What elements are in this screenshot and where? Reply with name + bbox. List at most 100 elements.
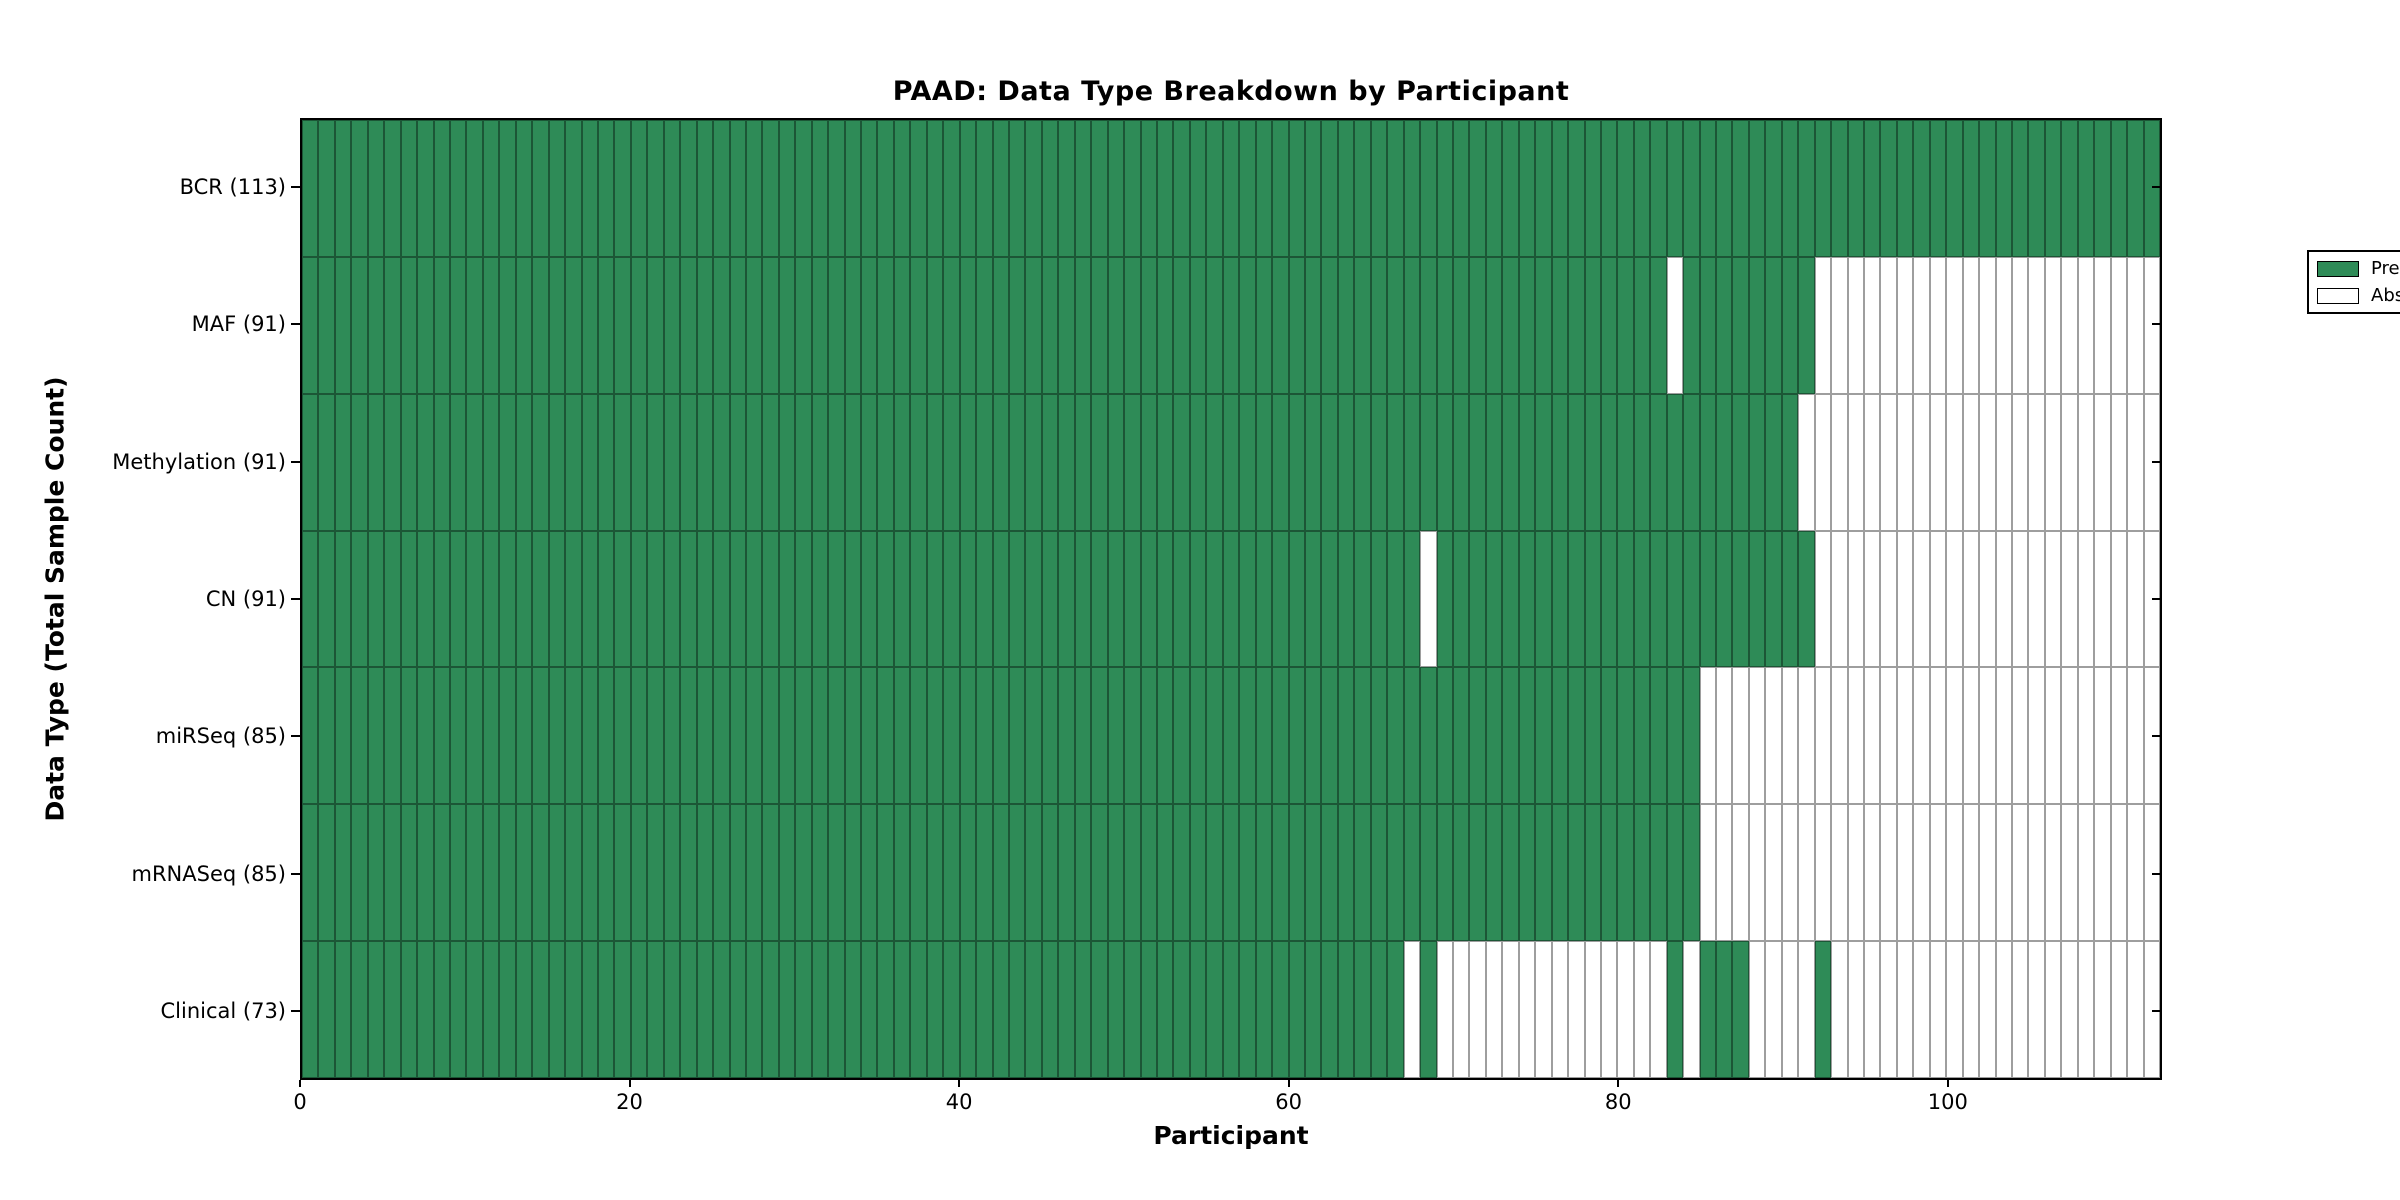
heatmap-cell bbox=[1025, 804, 1042, 942]
heatmap-cell bbox=[1124, 804, 1141, 942]
heatmap-cell bbox=[581, 256, 598, 394]
heatmap-cell bbox=[1962, 667, 1980, 805]
heatmap-cell bbox=[597, 530, 615, 668]
heatmap-cell bbox=[1748, 256, 1766, 394]
heatmap-cell bbox=[417, 256, 434, 394]
heatmap-cell bbox=[482, 804, 500, 942]
heatmap-cell bbox=[1058, 256, 1075, 394]
heatmap-cell bbox=[844, 120, 862, 257]
heatmap-cell bbox=[1551, 941, 1569, 1078]
heatmap-cell bbox=[581, 120, 598, 257]
heatmap-cell bbox=[811, 667, 829, 805]
heatmap-cell bbox=[1995, 393, 2013, 531]
heatmap-cell bbox=[1436, 941, 1453, 1078]
heatmap-cell bbox=[1387, 804, 1404, 942]
heatmap-cell bbox=[1091, 393, 1108, 531]
heatmap-cell bbox=[976, 393, 993, 531]
heatmap-cell bbox=[1124, 120, 1141, 257]
heatmap-cell bbox=[959, 941, 977, 1078]
heatmap-cell bbox=[713, 804, 730, 942]
heatmap-cell bbox=[663, 530, 681, 668]
heatmap-cell bbox=[1173, 804, 1190, 942]
heatmap-cell bbox=[565, 393, 582, 531]
heatmap-cell bbox=[302, 393, 319, 531]
heatmap-cell bbox=[1321, 941, 1338, 1078]
heatmap-cell bbox=[1403, 667, 1421, 805]
heatmap-cell bbox=[943, 393, 960, 531]
heatmap-cell bbox=[1600, 804, 1618, 942]
heatmap-cell bbox=[1946, 804, 1963, 942]
heatmap-cell bbox=[1469, 804, 1486, 942]
heatmap-cell bbox=[1304, 804, 1322, 942]
heatmap-cell bbox=[1765, 667, 1782, 805]
heatmap-cell bbox=[1946, 393, 1963, 531]
heatmap-cell bbox=[663, 804, 681, 942]
heatmap-cell bbox=[1880, 530, 1897, 668]
heatmap-cell bbox=[482, 530, 500, 668]
heatmap-cell bbox=[1913, 393, 1930, 531]
heatmap-cell bbox=[795, 530, 812, 668]
y-tick-mark bbox=[291, 185, 301, 188]
heatmap-cell bbox=[696, 804, 714, 942]
heatmap-cell bbox=[910, 256, 927, 394]
heatmap-cell bbox=[2110, 393, 2128, 531]
heatmap-cell bbox=[417, 667, 434, 805]
heatmap-cell bbox=[2127, 804, 2144, 942]
heatmap-cell bbox=[2127, 530, 2144, 668]
heatmap-cell bbox=[400, 120, 418, 257]
heatmap-cell bbox=[367, 393, 385, 531]
heatmap-cell bbox=[910, 120, 927, 257]
heatmap-cell bbox=[2094, 393, 2111, 531]
heatmap-cell bbox=[2012, 393, 2029, 531]
heatmap-cell bbox=[532, 667, 549, 805]
heatmap-cell bbox=[1469, 256, 1486, 394]
heatmap-cell bbox=[729, 256, 746, 394]
heatmap-cell bbox=[1354, 393, 1371, 531]
heatmap-cell bbox=[992, 393, 1010, 531]
heatmap-cell bbox=[351, 393, 368, 531]
heatmap-cell bbox=[729, 667, 746, 805]
heatmap-cell bbox=[532, 256, 549, 394]
heatmap-cell bbox=[1962, 804, 1980, 942]
heatmap-cell bbox=[1666, 804, 1684, 942]
heatmap-cell bbox=[910, 393, 927, 531]
heatmap-cell bbox=[1107, 804, 1125, 942]
heatmap-cell bbox=[1321, 120, 1338, 257]
heatmap-cell bbox=[2061, 530, 2078, 668]
x-tick-label: 40 bbox=[945, 1090, 973, 1114]
heatmap-cell bbox=[1600, 941, 1618, 1078]
heatmap-cell bbox=[1633, 120, 1651, 257]
heatmap-cell bbox=[1913, 530, 1930, 668]
heatmap-cell bbox=[2077, 804, 2095, 942]
heatmap-cell bbox=[778, 530, 796, 668]
heatmap-cell bbox=[861, 120, 878, 257]
heatmap-cell bbox=[1584, 667, 1601, 805]
heatmap-cell bbox=[1288, 941, 1305, 1078]
x-tick-mark bbox=[1617, 1080, 1620, 1087]
heatmap-cell bbox=[1189, 120, 1207, 257]
heatmap-cell bbox=[417, 393, 434, 531]
heatmap-cell bbox=[762, 120, 779, 257]
heatmap-cell bbox=[400, 804, 418, 942]
heatmap-cell bbox=[1189, 667, 1207, 805]
heatmap-cell bbox=[893, 667, 911, 805]
heatmap-cell bbox=[1929, 667, 1947, 805]
heatmap-cell bbox=[1107, 530, 1125, 668]
heatmap-cell bbox=[1206, 667, 1223, 805]
heatmap-cell bbox=[466, 256, 483, 394]
heatmap-cell bbox=[647, 667, 664, 805]
heatmap-cell bbox=[1979, 667, 1996, 805]
heatmap-cell bbox=[2110, 530, 2128, 668]
x-tick-label: 20 bbox=[616, 1090, 643, 1114]
heatmap-cell bbox=[1403, 530, 1421, 668]
heatmap-cell bbox=[1222, 256, 1240, 394]
heatmap-cell bbox=[2012, 256, 2029, 394]
heatmap-cell bbox=[499, 256, 516, 394]
heatmap-cell bbox=[1452, 941, 1470, 1078]
heatmap-cell bbox=[745, 256, 763, 394]
heatmap-cell bbox=[1485, 120, 1503, 257]
heatmap-cell bbox=[943, 530, 960, 668]
heatmap-cell bbox=[1288, 667, 1305, 805]
heatmap-cell bbox=[713, 120, 730, 257]
